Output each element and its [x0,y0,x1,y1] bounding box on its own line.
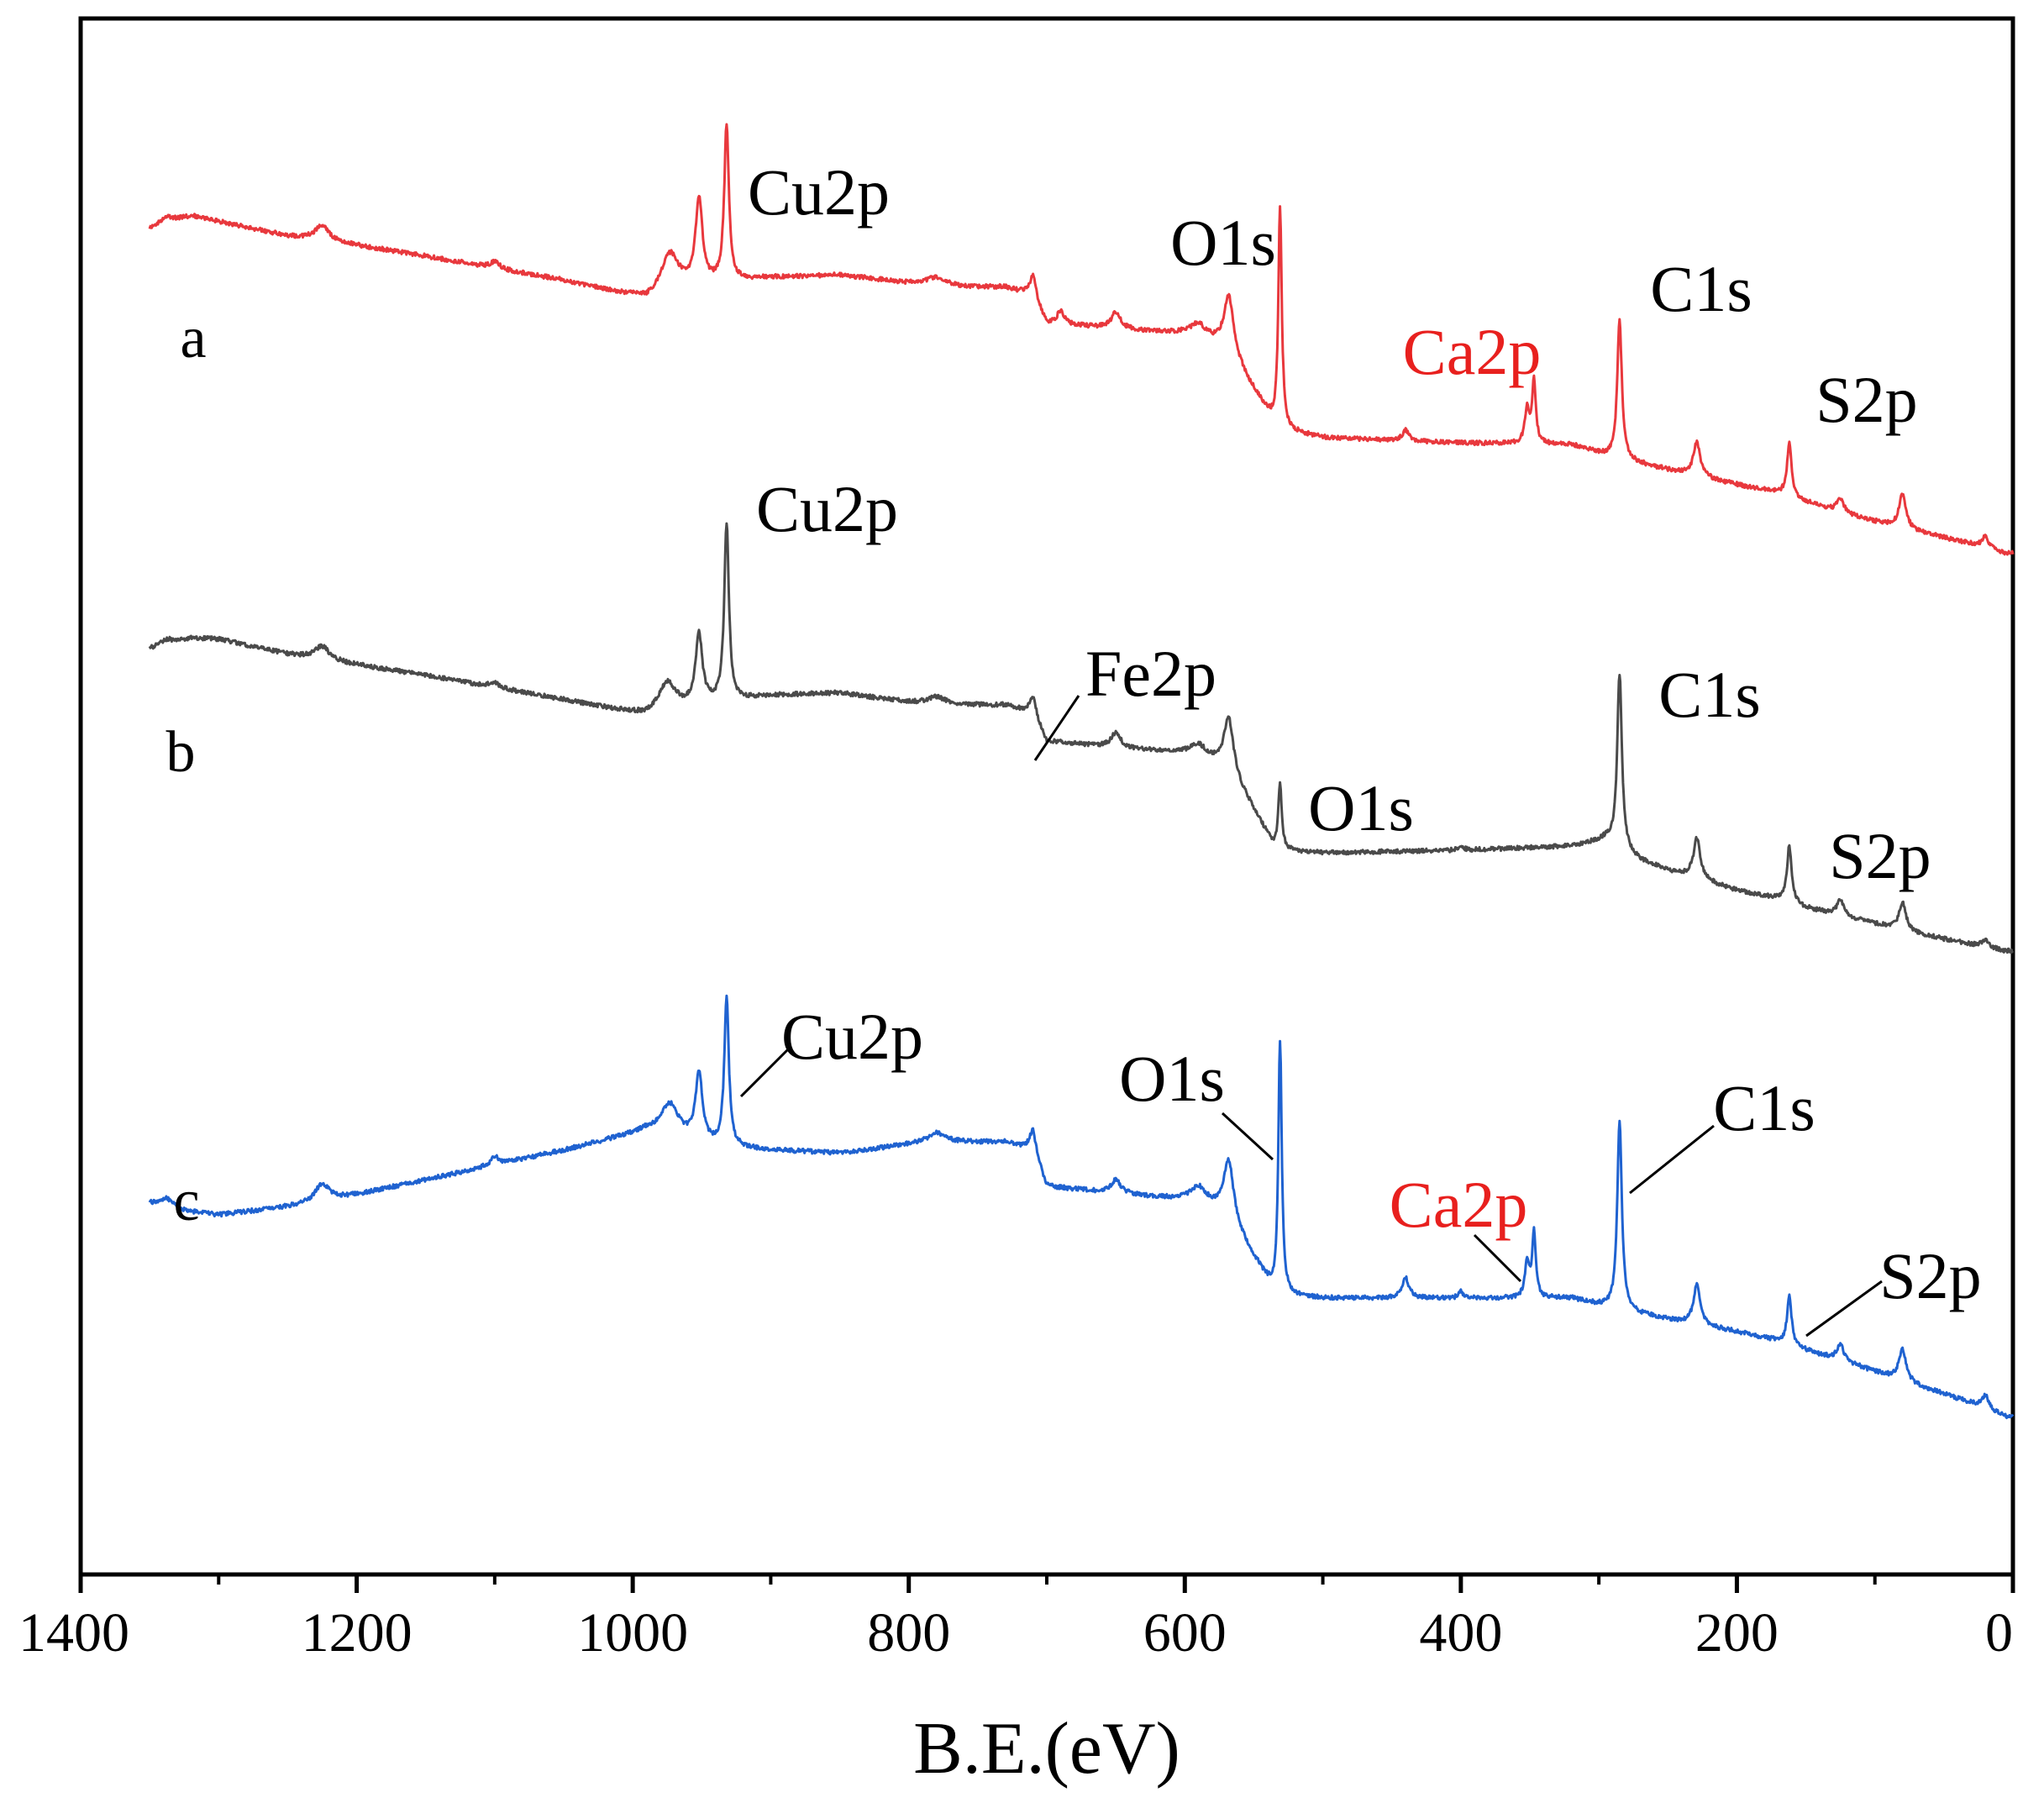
peak-leader-line-c-c1s [1629,1124,1715,1195]
x-tick-label: 600 [1143,1602,1227,1664]
peak-leader-line-c-cu2p [739,1046,791,1098]
peak-label-a-cu2p: Cu2p [748,155,890,229]
annotation-layer: Cu2p O1s Ca2p C1s S2p Cu2p Fe2p O1s C1s S2p Cu2p O1… [739,155,1982,1338]
x-tick-label: 1400 [18,1602,129,1664]
peak-label-c-s2p: S2p [1879,1239,1981,1312]
x-tick-label: 400 [1419,1602,1502,1664]
peak-label-a-ca2p: Ca2p [1403,315,1542,388]
peak-leader-line-c-o1s [1221,1112,1274,1161]
peak-label-a-o1s: O1s [1170,206,1276,279]
series-label-c: c [173,1169,199,1233]
x-tick-label: 0 [1985,1602,2013,1664]
series-line-c [148,994,2015,1420]
peak-label-b-fe2p: Fe2p [1085,637,1216,710]
peak-leader-line-b-fe2p [1033,695,1080,761]
series-label-a: a [180,306,206,371]
peak-label-b-cu2p: Cu2p [756,472,898,545]
series-label-b: b [166,720,196,785]
peak-leader-line-c-s2p [1805,1280,1883,1338]
peak-label-a-s2p: S2p [1815,363,1917,436]
x-tick-label: 1200 [302,1602,412,1664]
x-tick-label: 200 [1695,1602,1779,1664]
series-layer: a b c [148,123,2015,1420]
peak-leader-line-c-ca2p [1473,1233,1522,1283]
x-tick-label: 1000 [577,1602,688,1664]
peak-label-c-ca2p: Ca2p [1390,1168,1528,1241]
series-line-b [148,522,2015,954]
peak-label-c-o1s: O1s [1119,1042,1225,1115]
peak-label-c-c1s: C1s [1713,1071,1815,1144]
x-axis: 1400 1200 1000 800 600 400 200 0 [18,1574,2015,1664]
series-line-a [148,123,2015,556]
peak-label-b-c1s: C1s [1658,658,1760,731]
x-axis-title: B.E.(eV) [913,1708,1180,1790]
peak-label-c-cu2p: Cu2p [781,1000,923,1073]
peak-label-b-s2p: S2p [1829,819,1931,892]
peak-label-b-o1s: O1s [1308,771,1414,844]
x-tick-label: 800 [867,1602,950,1664]
peak-label-a-c1s: C1s [1650,252,1752,325]
